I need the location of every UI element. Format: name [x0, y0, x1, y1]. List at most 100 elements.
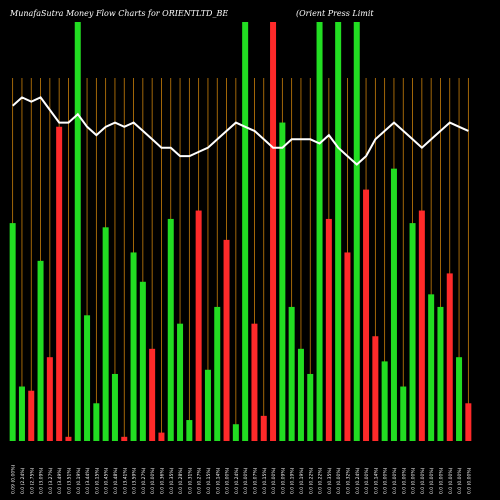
data-bar — [390, 168, 397, 441]
data-bar — [335, 22, 342, 441]
data-bar — [400, 386, 407, 441]
x-tick-label: 0.0 (0.15%) — [94, 467, 100, 494]
data-bar — [65, 436, 72, 441]
x-tick-label: 0.0 (0.00%) — [429, 467, 435, 494]
x-tick-label: 0.0 (3.51%) — [66, 467, 72, 494]
data-bar — [344, 252, 351, 441]
data-bar — [28, 390, 35, 441]
data-bar — [437, 306, 444, 441]
data-bar — [325, 218, 332, 441]
x-tick-label: 0.0 (0.35%) — [169, 467, 175, 494]
x-tick-label: 0.0 (2.75%) — [29, 467, 35, 494]
data-bar — [111, 373, 118, 441]
x-tick-label: 0.0 (0.36%) — [159, 467, 165, 494]
x-tick-label: 0.0 (0.31%) — [187, 467, 193, 494]
data-bar — [204, 369, 211, 441]
x-tick-label: 0.0 (3.44%) — [85, 467, 91, 494]
data-bar — [167, 218, 174, 441]
data-bar — [93, 403, 100, 441]
x-tick-label: 0.0 (0.28%) — [178, 467, 184, 494]
data-bar — [46, 357, 53, 441]
data-bar — [18, 386, 25, 441]
x-tick-label: 0.0 (0.19%) — [290, 467, 296, 494]
data-bar — [409, 223, 416, 441]
x-tick-label: 0.0 (0.00%) — [438, 467, 444, 494]
x-tick-label: 0.0 (0.09%) — [280, 467, 286, 494]
x-tick-label: 0.0 (0.15%) — [206, 467, 212, 494]
x-tick-label: 0.0 (2.24%) — [20, 467, 26, 494]
x-tick-label: 0.0 (0.00%) — [457, 467, 463, 494]
data-bar — [297, 348, 304, 441]
data-bar — [251, 323, 258, 441]
x-tick-label: 0.0 (0.22%) — [308, 467, 314, 494]
x-tick-label: 0.0 (0.24%) — [355, 467, 361, 494]
data-bar — [214, 306, 221, 441]
x-tick-label: 0.0 (0.27%) — [141, 467, 147, 494]
data-bar — [372, 336, 379, 441]
x-tick-label: 0.0 (0.19%) — [76, 467, 82, 494]
data-bar — [446, 273, 453, 441]
data-bar — [158, 432, 165, 441]
data-bar — [456, 357, 463, 441]
x-tick-label: 0.09 (0.00%) — [11, 464, 17, 494]
x-tick-label: 0.0 (0.07%) — [252, 467, 258, 494]
x-tick-label: 0.0 (0.00%) — [243, 467, 249, 494]
data-bar — [307, 373, 314, 441]
x-tick-label: 0.0 (0.19%) — [299, 467, 305, 494]
x-tick-label: 0.0 (0.00%) — [411, 467, 417, 494]
x-tick-label: 0.0 (0.00%) — [420, 467, 426, 494]
data-bar — [270, 22, 277, 441]
chart-title: MunafaSutra Money Flow Charts for ORIENT… — [10, 9, 229, 18]
x-tick-label: 0.0 (0.00%) — [150, 467, 156, 494]
data-bar — [102, 227, 109, 441]
series-line — [12, 96, 469, 166]
data-bar — [232, 424, 239, 441]
data-bar — [195, 210, 202, 441]
data-bar — [260, 415, 267, 441]
data-bar — [130, 252, 137, 441]
data-bar — [177, 323, 184, 441]
x-tick-label: 0.0 (0.48%) — [113, 467, 119, 494]
x-tick-label: 0.0 (0.00%) — [401, 467, 407, 494]
data-bar — [363, 189, 370, 441]
x-tick-label: 0.0 (3.27%) — [48, 467, 54, 494]
x-tick-label: 0.0 (0.15%) — [262, 467, 268, 494]
x-tick-label: 0.0 (0.14%) — [373, 467, 379, 494]
x-tick-label: 0.0 (0.00%) — [392, 467, 398, 494]
x-tick-label: 0.0 (0.14%) — [215, 467, 221, 494]
data-bar — [37, 260, 44, 441]
x-tick-label: 0.0 (3.59%) — [132, 467, 138, 494]
x-tick-label: 0.0 (0.24%) — [234, 467, 240, 494]
x-tick-label: 0.0 (0.00%) — [225, 467, 231, 494]
x-tick-label: 0.0 (0.00%) — [336, 467, 342, 494]
data-bar — [381, 361, 388, 441]
data-bar — [418, 210, 425, 441]
data-bar — [186, 420, 193, 441]
x-tick-label: 0.0 (0.00%) — [383, 467, 389, 494]
x-tick-label: 0.0 (0.00%) — [448, 467, 454, 494]
data-bar — [84, 315, 91, 441]
data-bar — [353, 22, 360, 441]
data-bar — [428, 294, 435, 441]
data-bar — [279, 122, 286, 441]
x-tick-label: 0.0 (0.00%) — [271, 467, 277, 494]
x-tick-label: 0.0 (0.00%) — [364, 467, 370, 494]
data-bar — [242, 22, 249, 441]
data-bar — [56, 126, 63, 441]
data-bar — [316, 22, 323, 441]
data-bar — [74, 22, 81, 441]
x-tick-label: 0.0 (0.35%) — [327, 467, 333, 494]
x-tick-label: 0.0 (0.45%) — [104, 467, 110, 494]
x-tick-label: 0.0 (0.22%) — [318, 467, 324, 494]
data-bar — [223, 239, 230, 441]
x-tick-label: 0.0 (3.41%) — [122, 467, 128, 494]
data-bar — [9, 223, 16, 441]
data-bar — [139, 281, 146, 441]
x-tick-label: 0.0 (0.27%) — [197, 467, 203, 494]
x-tick-label: 0.0 (3.49%) — [57, 467, 63, 494]
x-tick-label: 0.0 (0.00%) — [466, 467, 472, 494]
data-bar — [149, 348, 156, 441]
x-tick-label: 0.0 (3.09%) — [39, 467, 45, 494]
data-bar — [288, 306, 295, 441]
